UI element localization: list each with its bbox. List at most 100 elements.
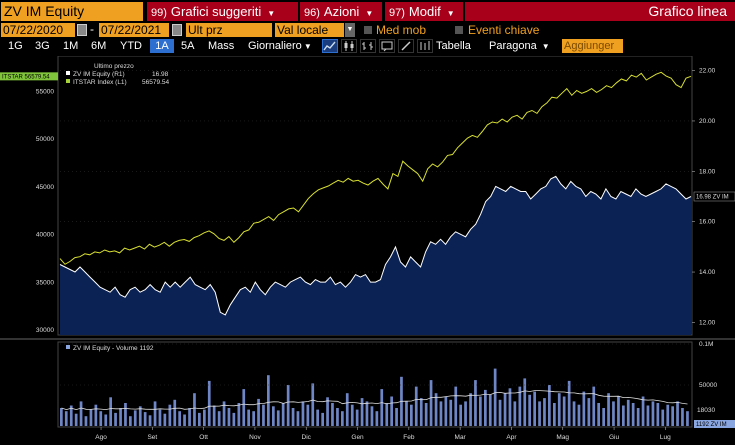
volume-bar [385,403,389,426]
chevron-down-icon[interactable]: ▼ [345,23,355,37]
volume-bar [178,411,181,426]
volume-bar [626,399,630,426]
suggested-charts-menu[interactable]: 99) Grafici suggeriti ▼ [147,2,298,21]
bars-icon[interactable] [417,39,433,53]
volume-bar [168,404,172,426]
period-1m[interactable]: 1M [63,40,79,52]
legend-index-name: ITSTAR Index (L1) [73,79,127,86]
period-1g[interactable]: 1G [8,40,23,52]
edit-menu[interactable]: 97) Modif ▼ [385,2,463,21]
volume-bar [513,401,517,426]
bar-chart-icon[interactable] [360,39,376,53]
compare-menu[interactable]: Paragona ▼ [489,39,550,53]
x-axis-labels: Ago Set Ott Nov Dic Gen Feb Mar Apr Mag Giu Lug [95,427,671,441]
volume-bar [488,394,492,426]
menu-number: 96) [304,7,320,19]
volume-bar [474,380,477,426]
title-bar: ZV IM Equity 99) Grafici suggeriti ▼ 96) Az… [0,0,735,22]
volume-bar [341,411,344,426]
svg-text:16.98 ZV IM: 16.98 ZV IM [696,195,729,201]
period-toolbar: 1G 3G 1M 6M YTD 1A 5A Mass Giornaliero ▼ … [0,38,735,54]
calendar-icon[interactable] [77,24,87,36]
volume-bar [410,404,413,426]
price-field-select[interactable]: Ult prz [186,23,272,37]
legend-title: Ultimo prezzo [94,63,134,70]
volume-bar [577,404,581,426]
caret-down-icon: ▼ [446,9,455,18]
volume-bar [237,403,241,426]
volume-bar [247,409,250,426]
volume-bar [311,383,315,426]
period-ytd[interactable]: YTD [120,40,142,52]
volume-bar [651,401,655,426]
volume-bar [533,391,536,426]
x-tick-label: Lug [660,434,671,441]
period-5a[interactable]: 5A [181,40,195,52]
menu-number: 97) [389,7,405,19]
period-6m[interactable]: 6M [91,40,107,52]
chevron-down-icon: ▼ [303,42,312,51]
equity-area-fill [60,176,691,335]
x-tick-label: Ago [95,434,107,441]
volume-bar [316,409,319,426]
legend-swatch-equity [66,71,70,75]
moving-average-label: Med mob [376,23,427,37]
left-tick-label: 30000 [36,327,54,334]
volume-bar [129,416,132,426]
moving-average-checkbox[interactable] [364,26,372,34]
line-chart-icon[interactable] [322,39,338,53]
frequency-select[interactable]: Giornaliero ▼ [248,39,312,53]
volume-bar [429,380,433,426]
volume-bar [198,412,201,426]
volume-bar [503,393,507,426]
volume-bar [414,386,418,426]
volume-bar [173,399,177,426]
annotation-icon[interactable] [379,39,395,53]
period-1a[interactable]: 1A [150,39,174,53]
left-tick-label: 40000 [36,232,54,239]
menu-label: Modif [408,4,441,19]
pen-icon[interactable] [398,39,414,53]
index-series-line [59,71,692,265]
svg-text:ITSTAR 56579.54: ITSTAR 56579.54 [2,74,50,80]
actions-menu[interactable]: 96) Azioni ▼ [300,2,382,21]
volume-bar [548,385,551,426]
svg-text:1192 ZV IM: 1192 ZV IM [696,422,727,428]
volume-bar [242,389,246,426]
ticker-field[interactable]: ZV IM Equity [1,2,143,21]
x-tick-label: Gen [351,434,364,441]
volume-bar [681,408,684,426]
table-button[interactable]: Tabella [436,40,471,52]
volume-bar [641,396,645,426]
key-events-checkbox[interactable] [455,26,463,34]
volume-bar [528,394,531,426]
volume-ma-label: 18030 [697,407,715,414]
volume-bar [518,386,522,426]
volume-bar [94,404,98,426]
menu-number: 99) [151,7,167,19]
start-date-field[interactable]: 07/22/2020 [1,23,75,37]
volume-bar [114,412,117,426]
period-3g[interactable]: 3G [35,40,50,52]
x-tick-label: Giu [609,434,620,441]
volume-bar [64,411,68,426]
volume-bar [444,396,448,426]
volume-bar [553,403,556,426]
volume-bar [262,404,265,426]
end-date-field[interactable]: 07/22/2021 [99,23,169,37]
volume-legend-swatch [66,345,70,349]
caret-down-icon: ▼ [267,9,276,18]
currency-select[interactable]: Val locale [275,23,344,37]
add-button[interactable]: Aggiunger [562,39,623,53]
calendar-icon[interactable] [172,24,182,36]
left-tick-label: 55000 [36,88,54,95]
legend-index-value: 56579.54 [142,79,169,86]
volume-bar [133,410,137,426]
volume-average-line [61,390,688,411]
volume-bar [257,398,260,426]
period-max[interactable]: Mass [208,40,235,52]
candle-chart-icon[interactable] [341,39,357,53]
volume-bar [676,401,679,426]
volume-bar [296,411,300,426]
volume-bar [439,401,443,426]
